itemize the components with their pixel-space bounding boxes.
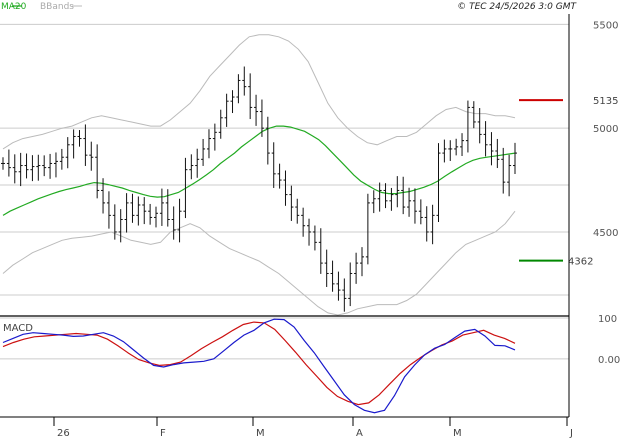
- ma20-line-group: [2, 125, 516, 216]
- price-panel-grid: [0, 23, 569, 296]
- price-levels: 5135 4362: [519, 96, 618, 268]
- macd-panel-grid: [0, 317, 569, 360]
- x-tick-label: 26: [57, 428, 70, 439]
- resistance-label: 5135: [593, 96, 618, 107]
- macd-panel-label: MACD: [3, 323, 33, 334]
- x-tick-label: A: [356, 428, 363, 439]
- ma20-legend-label: MA20: [1, 2, 27, 12]
- x-tick-label: M: [453, 428, 462, 439]
- bbands-legend-label: BBands: [40, 2, 74, 12]
- bband-lower-line: [2, 210, 516, 316]
- price-axis: 4500 5000 5500: [593, 20, 618, 239]
- x-tick-label: J: [569, 428, 573, 439]
- price-tick-label: 4500: [593, 228, 618, 239]
- bollinger-bands: [2, 34, 516, 316]
- x-tick-label: M: [256, 428, 265, 439]
- price-tick-label: 5000: [593, 124, 618, 135]
- support-label: 4362: [568, 257, 593, 268]
- macd-tick-label: 100: [598, 314, 617, 325]
- chart-timestamp: © TEC 24/5/2026 3:0 GMT: [457, 2, 577, 12]
- ohlc-bars: [1, 66, 517, 312]
- bband-upper-line: [2, 34, 516, 150]
- macd-lines: [2, 318, 516, 414]
- macd-tick-label: 0.00: [598, 355, 620, 366]
- macd-line: [2, 318, 516, 414]
- x-tick-label: F: [160, 428, 166, 439]
- chart-legend: MA20 BBands: [1, 2, 82, 12]
- price-tick-label: 5500: [593, 20, 618, 31]
- macd-axis: 100 0.00: [598, 314, 620, 366]
- time-axis: 26 F M A M J: [53, 417, 573, 439]
- panel-frames: [0, 14, 570, 418]
- ma20-line: [2, 125, 516, 216]
